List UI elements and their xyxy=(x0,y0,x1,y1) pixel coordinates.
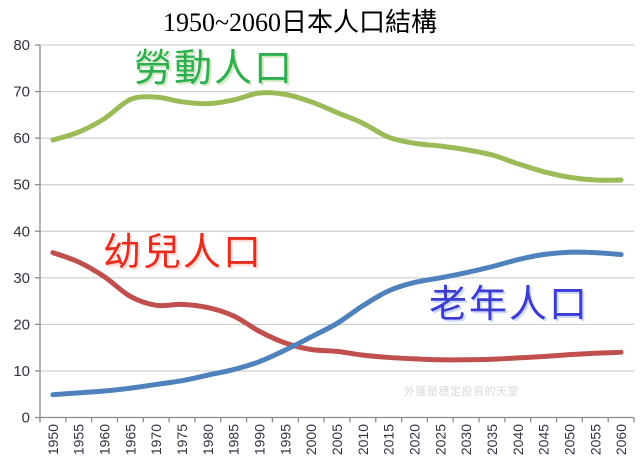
x-tick-label: 2055 xyxy=(587,424,603,455)
x-tick-label: 2020 xyxy=(406,424,422,455)
chart-title: 1950~2060日本人口結構 xyxy=(162,8,438,37)
series-label-working-population: 勞動人口 xyxy=(134,48,295,90)
x-tick-label: 1975 xyxy=(174,424,190,455)
series-label-child-population: 幼兒人口 xyxy=(103,232,264,274)
x-tick-label: 1960 xyxy=(97,424,113,455)
x-tick-label: 2045 xyxy=(536,424,552,455)
y-tick-label: 10 xyxy=(13,363,30,380)
series-label-elderly-population: 老年人口 xyxy=(429,284,590,326)
x-tick-label: 1970 xyxy=(148,424,164,455)
x-tick-label: 1995 xyxy=(277,424,293,455)
x-tick-label: 2015 xyxy=(381,424,397,455)
x-tick-label: 2010 xyxy=(355,424,371,455)
y-tick-label: 40 xyxy=(13,223,30,240)
y-tick-label: 20 xyxy=(13,316,30,333)
y-tick-label: 0 xyxy=(22,410,30,427)
x-tick-label: 2035 xyxy=(484,424,500,455)
x-tick-label: 2060 xyxy=(613,424,629,455)
axes xyxy=(35,44,635,423)
series-line-child-population xyxy=(50,250,624,363)
watermark-text: 外匯是穩定投資的天堂 xyxy=(404,386,519,398)
x-tick-label: 1985 xyxy=(226,424,242,455)
x-tick-label: 1980 xyxy=(200,424,216,455)
series-line-elderly-population xyxy=(50,249,624,398)
y-tick-label: 30 xyxy=(13,270,30,287)
x-tick-label: 2050 xyxy=(561,424,577,455)
y-tick-labels: 0 10 20 30 40 50 60 70 80 xyxy=(13,37,30,427)
series-line-working-population xyxy=(50,90,624,183)
x-tick-label: 2040 xyxy=(510,424,526,455)
x-tick-label: 1990 xyxy=(252,424,268,455)
x-tick-labels: 1950 1955 1960 1965 1970 1975 1980 1985 1990 1995… xyxy=(45,424,629,455)
x-tick-label: 2030 xyxy=(458,424,474,455)
x-tick-label: 1955 xyxy=(71,424,87,455)
y-tick-label: 60 xyxy=(13,130,30,147)
y-tick-label: 70 xyxy=(13,84,30,101)
y-tick-label: 80 xyxy=(13,37,30,54)
x-tick-label: 2025 xyxy=(432,424,448,455)
y-tick-label: 50 xyxy=(13,177,30,194)
x-tick-label: 1950 xyxy=(45,424,61,455)
x-tick-label: 2000 xyxy=(303,424,319,455)
x-tick-label: 2005 xyxy=(329,424,345,455)
x-tick-label: 1965 xyxy=(122,424,138,455)
